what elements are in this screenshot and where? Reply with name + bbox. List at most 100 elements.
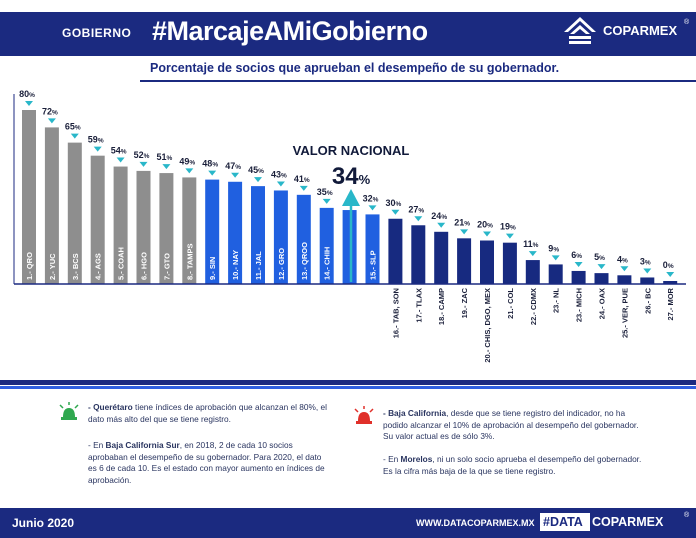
chevron-down-icon [666, 272, 675, 277]
value-label: 20% [477, 220, 493, 230]
value-label: 24% [431, 211, 447, 221]
chevron-down-icon [139, 161, 148, 167]
chevron-down-icon [231, 172, 240, 178]
bar [136, 170, 151, 284]
bar [457, 238, 472, 284]
category-label: 27.- MOR [666, 287, 675, 320]
category-label: 26.- BC [643, 287, 652, 313]
chevron-down-icon [47, 118, 56, 124]
value-label: 52% [134, 150, 150, 160]
subtitle-rule [140, 80, 696, 82]
bar [434, 231, 449, 284]
value-label: 45% [248, 165, 264, 175]
category-label: 25.- VER, PUE [620, 288, 629, 338]
category-label: 6.- HGO [140, 252, 149, 280]
divider-stripe-accent [0, 386, 696, 389]
note-morelos: - En Morelos, ni un solo socio aprueba e… [383, 454, 642, 476]
bar [251, 186, 265, 284]
footer-url-link[interactable]: WWW.DATACOPARMEX.MX [416, 518, 535, 528]
bar [663, 281, 678, 284]
chevron-down-icon [299, 185, 308, 191]
value-label: 0% [663, 260, 674, 270]
chevron-down-icon [551, 255, 560, 261]
approval-bar-chart: 80% 1.- QRO 72% 2.- YUC 65% 3.- BCS 59% 4.- AGS… [0, 84, 696, 385]
red-siren-icon [354, 406, 374, 424]
value-label: 9% [548, 243, 559, 253]
category-label: 12.- GRO [277, 248, 286, 280]
value-label: 27% [408, 204, 424, 214]
footer-date: Junio 2020 [12, 516, 75, 530]
subtitle-bar [140, 56, 696, 82]
green-siren-icon [59, 402, 79, 420]
chevron-down-icon [276, 181, 285, 187]
value-label: 21% [454, 217, 470, 227]
chevron-down-icon [185, 168, 194, 174]
page-title: #MarcajeAMiGobierno [152, 16, 428, 46]
chevron-down-icon [643, 268, 652, 274]
bar [571, 270, 586, 284]
category-label: 23.- NL [552, 288, 561, 313]
category-label: 5.- COAH [117, 247, 126, 280]
chart-subtitle: Porcentaje de socios que aprueban el des… [150, 61, 560, 75]
bar [205, 179, 220, 284]
up-arrow-icon [342, 189, 360, 282]
divider-stripe [0, 380, 696, 385]
chevron-down-icon [505, 233, 514, 239]
bar [525, 260, 540, 284]
value-label: 32% [363, 193, 379, 203]
value-label: 4% [617, 254, 628, 264]
bar [159, 173, 174, 284]
footer-registered-mark: ® [684, 512, 690, 519]
bar [594, 273, 609, 284]
chart-canvas: 80% 1.- QRO 72% 2.- YUC 65% 3.- BCS 59% 4.- AGS… [13, 89, 686, 363]
value-label: 11% [523, 239, 539, 249]
chevron-down-icon [322, 198, 331, 204]
bar [273, 190, 288, 284]
bar [548, 264, 563, 284]
category-label: 11.- JAL [254, 251, 263, 280]
chevron-down-icon [391, 209, 400, 215]
category-label: 1.- QRO [25, 252, 34, 280]
category-label: 8.- TAMPS [185, 243, 194, 280]
category-label: 24.- OAX [598, 288, 607, 319]
bar [90, 155, 105, 284]
category-label: 10.- NAY [231, 250, 240, 280]
registered-mark: ® [684, 19, 690, 26]
category-label: 3.- BCS [71, 253, 80, 280]
footer-brand: COPARMEX [592, 515, 664, 529]
footer-tag-box [540, 513, 590, 531]
value-label: 51% [157, 152, 173, 162]
category-label: 20.- CHIS, DGO, MEX [483, 288, 492, 363]
category-label: 19.- ZAC [460, 287, 469, 318]
value-label: 41% [294, 174, 310, 184]
section-label: GOBIERNO [62, 26, 132, 40]
category-label: 15.- SLP [369, 250, 378, 280]
chevron-down-icon [620, 266, 629, 272]
chevron-down-icon [208, 170, 217, 176]
value-label: 48% [202, 159, 218, 169]
category-label: 14.- CHIH [323, 247, 332, 280]
chevron-down-icon [93, 146, 102, 152]
brand-name: COPARMEX [603, 23, 678, 38]
chevron-down-icon [460, 229, 469, 235]
value-label: 43% [271, 169, 287, 179]
bar [640, 277, 655, 284]
category-label: 23.- MICH [575, 288, 584, 322]
category-label: 17.- TLAX [414, 288, 423, 323]
category-label: 16.- TAB, SON [391, 288, 400, 338]
category-label: 7.- GTO [162, 253, 171, 280]
bar [342, 210, 357, 284]
bar [296, 194, 311, 284]
chevron-down-icon [116, 157, 125, 163]
value-label: 19% [500, 222, 516, 232]
value-label: 6% [571, 250, 582, 260]
note-queretaro: - Querétaro tiene índices de aprobación … [88, 402, 327, 424]
bar [67, 142, 82, 284]
national-value: 34% [332, 163, 371, 190]
value-label: 5% [594, 252, 605, 262]
footer-hashtag: #DATA [543, 515, 583, 529]
bar [22, 110, 36, 284]
category-label: 4.- AGS [94, 253, 103, 280]
bar [502, 242, 517, 284]
chevron-down-icon [254, 177, 262, 183]
